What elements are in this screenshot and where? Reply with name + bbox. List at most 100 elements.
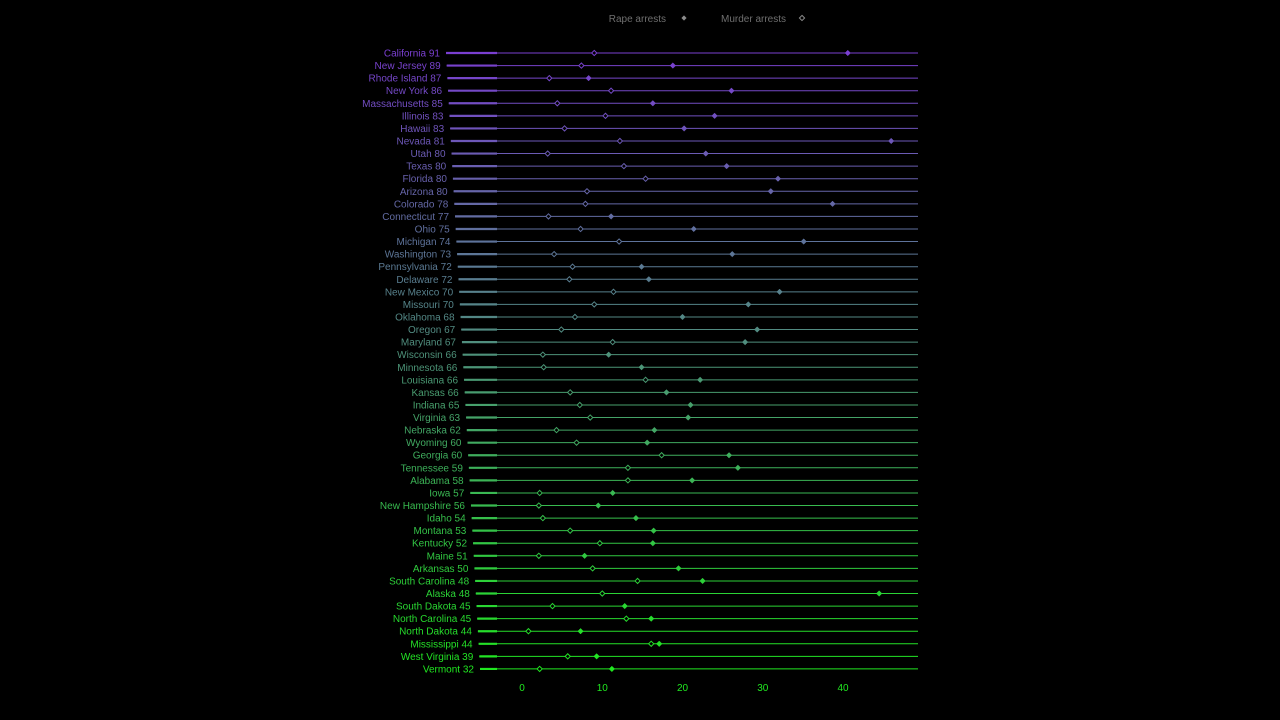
row-label: Florida 80 [402, 174, 447, 185]
row-wisconsin: Wisconsin 66 [397, 350, 918, 361]
rape-point [690, 225, 697, 233]
rape-point [593, 653, 600, 660]
rape-point [585, 74, 592, 82]
rape-point [644, 439, 651, 446]
row-label: Nevada 81 [396, 136, 445, 147]
rape-point [725, 452, 733, 459]
row-texas: Texas 80 [406, 162, 918, 173]
row-georgia: Georgia 60 [413, 451, 918, 462]
row-missouri: Missouri 70 [403, 300, 918, 311]
row-label: New York 86 [386, 86, 443, 97]
murder-point [586, 414, 594, 421]
murder-point [573, 439, 580, 446]
murder-point [598, 590, 606, 597]
rape-point [577, 628, 584, 635]
rape-point [649, 100, 656, 107]
rape-point [679, 313, 686, 321]
murder-point [550, 250, 558, 258]
rape-point [675, 565, 682, 572]
row-label: Louisiana 66 [401, 375, 458, 386]
rape-point [638, 364, 645, 371]
row-label: Utah 80 [411, 149, 446, 160]
murder-point [607, 87, 615, 95]
x-tick-label: 10 [597, 683, 609, 694]
murder-point [609, 338, 616, 346]
row-arizona: Arizona 80 [400, 187, 918, 198]
row-label: Massachusetts 85 [362, 99, 443, 110]
rape-point [767, 188, 774, 195]
rape-point [648, 615, 655, 622]
row-label: Kentucky 52 [412, 539, 467, 550]
murder-point [545, 74, 553, 82]
x-axis: 0 10 20 30 40 [519, 683, 849, 694]
legend-marker-rape [681, 15, 687, 21]
rape-point [609, 489, 616, 497]
row-ohio: Ohio 75 [415, 224, 918, 235]
row-nebraska: Nebraska 62 [404, 426, 918, 437]
murder-point [539, 514, 547, 522]
row-west-virginia: West Virginia 39 [401, 652, 918, 663]
murder-point [576, 401, 584, 409]
rape-point [688, 477, 696, 484]
rape-point [581, 552, 588, 559]
murder-point [525, 627, 532, 635]
row-label: Connecticut 77 [382, 212, 449, 223]
rape-point [734, 464, 742, 471]
row-connecticut: Connecticut 77 [382, 212, 918, 223]
murder-point [536, 489, 543, 497]
row-label: North Dakota 44 [399, 627, 472, 638]
row-nevada: Nevada 81 [396, 136, 918, 147]
row-label: California 91 [384, 49, 441, 60]
murder-point [553, 426, 560, 434]
row-label: Texas 80 [406, 162, 446, 173]
murder-point [535, 502, 543, 509]
row-label: Idaho 54 [427, 514, 466, 525]
rape-point [607, 213, 615, 220]
row-north-carolina: North Carolina 45 [393, 614, 918, 625]
murder-point [539, 351, 547, 358]
x-tick-label: 30 [757, 683, 769, 694]
murder-point [602, 112, 609, 120]
rape-point [729, 250, 736, 258]
row-illinois: Illinois 83 [402, 111, 918, 122]
row-label: Minnesota 66 [397, 363, 457, 374]
row-delaware: Delaware 72 [396, 275, 918, 286]
row-label: Oregon 67 [408, 325, 456, 336]
row-label: Maryland 67 [401, 338, 456, 349]
row-label: Ohio 75 [415, 224, 450, 235]
rape-point [697, 376, 704, 383]
row-tennessee: Tennessee 59 [401, 463, 918, 474]
murder-point [569, 263, 576, 270]
murder-point [620, 162, 628, 170]
row-label: Alaska 48 [426, 589, 470, 600]
rape-point [645, 276, 652, 283]
row-alaska: Alaska 48 [426, 589, 918, 600]
rape-point [656, 640, 663, 647]
murder-point [561, 125, 568, 132]
murder-point [558, 326, 565, 333]
row-label: Arkansas 50 [413, 564, 469, 575]
row-minnesota: Minnesota 66 [397, 363, 918, 374]
row-alabama: Alabama 58 [410, 476, 918, 487]
row-label: South Dakota 45 [396, 602, 471, 613]
rape-point [829, 200, 836, 207]
row-label: Nebraska 62 [404, 426, 461, 437]
rape-point [605, 351, 612, 358]
row-virginia: Virginia 63 [413, 413, 918, 424]
rape-point [875, 590, 883, 597]
row-montana: Montana 53 [414, 526, 918, 537]
row-label: Washington 73 [385, 250, 452, 261]
row-oregon: Oregon 67 [408, 325, 918, 336]
row-label: Oklahoma 68 [395, 312, 455, 323]
row-label: Montana 53 [414, 526, 467, 537]
rape-point [800, 238, 807, 245]
row-label: Iowa 57 [429, 488, 464, 499]
murder-point [590, 49, 598, 57]
rape-point [651, 426, 658, 434]
row-florida: Florida 80 [402, 174, 918, 185]
rape-point [650, 527, 657, 534]
row-new-mexico: New Mexico 70 [385, 287, 918, 298]
rape-point [638, 263, 645, 270]
rape-point [711, 112, 718, 120]
rape-point [632, 514, 640, 522]
